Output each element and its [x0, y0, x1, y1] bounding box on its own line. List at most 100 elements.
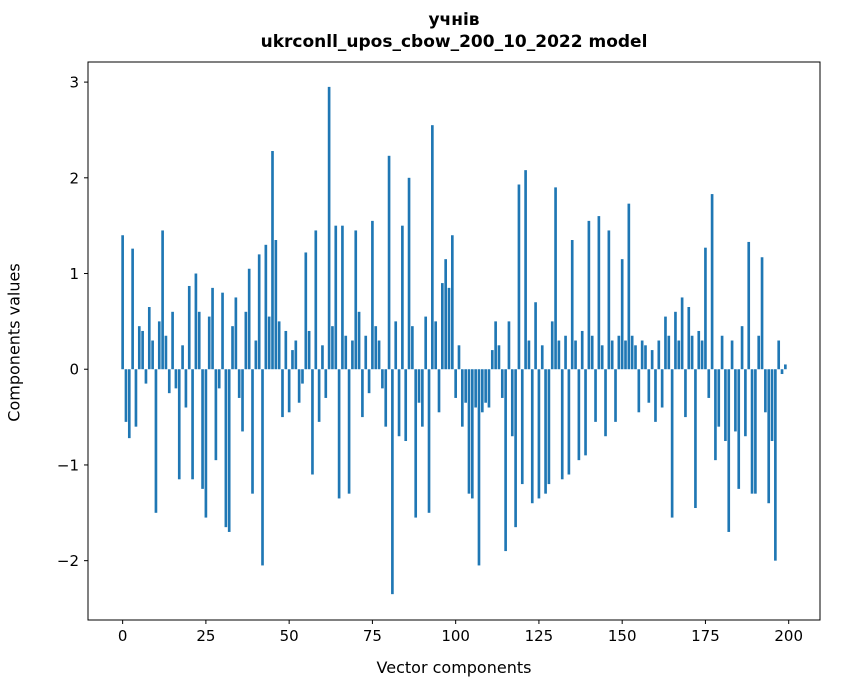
bar [427, 369, 431, 513]
bar [530, 369, 534, 504]
bar [477, 369, 481, 566]
bar [434, 321, 438, 370]
x-tick-label: 125 [525, 627, 554, 645]
bar [640, 340, 644, 370]
bar [151, 340, 154, 370]
bar [194, 273, 198, 370]
bar [431, 125, 434, 370]
bar [361, 369, 364, 418]
bar [337, 369, 341, 499]
bar [161, 230, 164, 370]
bar [474, 369, 477, 408]
bar [757, 335, 761, 370]
bar [257, 254, 261, 370]
bar [487, 369, 491, 408]
bar [567, 369, 571, 475]
bar [387, 155, 391, 370]
bar [164, 335, 168, 370]
y-tick-label: 2 [69, 169, 79, 187]
bar [411, 326, 414, 370]
bar [271, 151, 274, 370]
bar [464, 369, 467, 403]
bar [327, 86, 331, 370]
chart-title-line1: учнів [428, 10, 480, 30]
bar [217, 369, 221, 389]
bar [694, 369, 697, 509]
bar [264, 244, 268, 370]
bar [577, 369, 581, 461]
bar [494, 321, 497, 370]
bar [357, 311, 361, 370]
bar [770, 369, 774, 442]
bar [677, 340, 681, 370]
bar [134, 369, 138, 427]
bar [244, 311, 248, 370]
bar [764, 369, 767, 413]
bar [524, 170, 527, 370]
bar [687, 307, 691, 370]
bar [247, 268, 251, 370]
bar [127, 369, 131, 439]
bar [231, 326, 234, 370]
bar [144, 369, 148, 384]
bar [307, 330, 311, 370]
bar [700, 340, 704, 370]
x-tick-label: 25 [196, 627, 215, 645]
y-tick-label: 0 [69, 361, 79, 379]
bar [517, 184, 521, 370]
bar [457, 345, 461, 370]
bar [384, 369, 388, 427]
bar [234, 297, 238, 370]
bar [334, 225, 338, 370]
bar [291, 350, 294, 370]
bar [590, 335, 594, 370]
bar [377, 340, 381, 370]
bar [484, 369, 487, 403]
bar [317, 369, 321, 422]
bar [367, 369, 371, 394]
bar [204, 369, 208, 518]
bar [137, 326, 141, 370]
bar [707, 369, 711, 398]
bar [424, 316, 428, 370]
bar [174, 369, 178, 389]
bar [510, 369, 514, 437]
bar [730, 340, 734, 370]
bar [597, 216, 601, 370]
bar [444, 259, 447, 370]
bar [147, 307, 151, 370]
bar [344, 335, 348, 370]
bar [364, 335, 368, 370]
bar [347, 369, 351, 494]
bar [211, 287, 214, 370]
bar [121, 235, 124, 370]
bar [171, 311, 174, 370]
bar [760, 257, 764, 370]
bar [131, 248, 134, 370]
bar [371, 220, 374, 370]
bar [704, 247, 707, 370]
bar [727, 369, 731, 532]
bar [647, 369, 651, 403]
bar [600, 345, 604, 370]
bar [780, 369, 784, 375]
bar [181, 345, 184, 370]
bar [267, 316, 271, 370]
bar [351, 340, 354, 370]
bar [637, 369, 641, 413]
bar [580, 330, 584, 370]
bar [500, 369, 504, 398]
chart-title-line2: ukrconll_upos_cbow_200_10_2022 model [260, 32, 648, 52]
bar [767, 369, 771, 504]
bar [714, 369, 717, 461]
bar [784, 364, 787, 370]
bar [584, 369, 587, 456]
bar [197, 311, 201, 370]
bar [177, 369, 181, 480]
bar [207, 316, 211, 370]
bar [261, 369, 264, 566]
axes-border [87, 61, 821, 621]
bar [544, 369, 547, 494]
bar [407, 177, 411, 370]
